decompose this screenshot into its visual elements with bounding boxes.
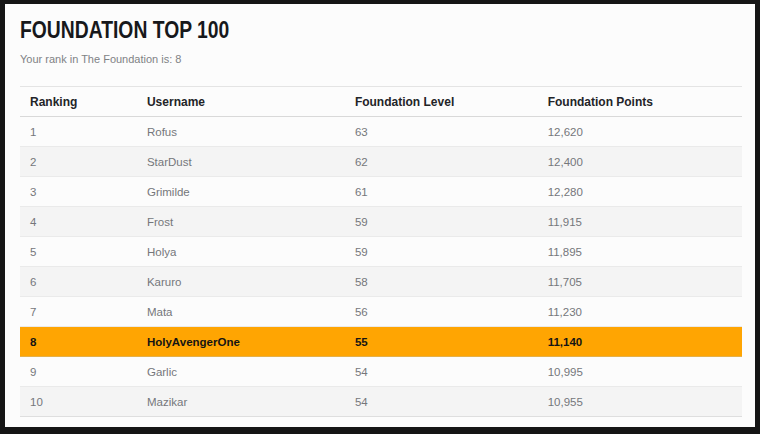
cell-ranking: 5 — [20, 237, 137, 267]
table-header: Ranking Username Foundation Level Founda… — [20, 87, 742, 117]
cell-foundation-level: 58 — [345, 267, 538, 297]
cell-foundation-points: 12,620 — [538, 117, 742, 147]
table-row: 4 Frost 59 11,915 — [20, 207, 742, 237]
cell-username: Grimilde — [137, 177, 345, 207]
cell-username: Mazikar — [137, 387, 345, 417]
cell-ranking: 8 — [20, 327, 137, 357]
cell-username: Frost — [137, 207, 345, 237]
cell-foundation-points: 12,280 — [538, 177, 742, 207]
cell-foundation-points: 11,705 — [538, 267, 742, 297]
cell-username: HolyAvengerOne — [137, 327, 345, 357]
table-row: 3 Grimilde 61 12,280 — [20, 177, 742, 207]
cell-foundation-level: 56 — [345, 297, 538, 327]
table-row-highlighted: 8 HolyAvengerOne 55 11,140 — [20, 327, 742, 357]
table-row: 6 Karuro 58 11,705 — [20, 267, 742, 297]
cell-ranking: 6 — [20, 267, 137, 297]
cell-username: Rofus — [137, 117, 345, 147]
cell-username: StarDust — [137, 147, 345, 177]
cell-ranking: 1 — [20, 117, 137, 147]
cell-foundation-level: 55 — [345, 327, 538, 357]
cell-ranking: 7 — [20, 297, 137, 327]
cell-username: Holya — [137, 237, 345, 267]
cell-ranking: 3 — [20, 177, 137, 207]
page-title: FOUNDATION TOP 100 — [20, 17, 229, 44]
cell-username: Mata — [137, 297, 345, 327]
cell-foundation-points: 11,915 — [538, 207, 742, 237]
leaderboard-panel: FOUNDATION TOP 100 Your rank in The Foun… — [0, 0, 760, 434]
cell-foundation-level: 63 — [345, 117, 538, 147]
cell-foundation-points: 11,140 — [538, 327, 742, 357]
cell-foundation-level: 54 — [345, 387, 538, 417]
your-rank-note: Your rank in The Foundation is: 8 — [20, 53, 742, 65]
column-header-foundation-points: Foundation Points — [538, 87, 742, 117]
table-row: 9 Garlic 54 10,995 — [20, 357, 742, 387]
table-body: 1 Rofus 63 12,620 2 StarDust 62 12,400 3… — [20, 117, 742, 417]
cell-foundation-level: 62 — [345, 147, 538, 177]
table-row: 1 Rofus 63 12,620 — [20, 117, 742, 147]
cell-foundation-points: 10,995 — [538, 357, 742, 387]
cell-ranking: 2 — [20, 147, 137, 177]
cell-foundation-points: 10,955 — [538, 387, 742, 417]
table-row: 2 StarDust 62 12,400 — [20, 147, 742, 177]
cell-foundation-points: 11,895 — [538, 237, 742, 267]
cell-foundation-level: 54 — [345, 357, 538, 387]
cell-foundation-points: 11,230 — [538, 297, 742, 327]
cell-foundation-level: 59 — [345, 207, 538, 237]
table-row: 10 Mazikar 54 10,955 — [20, 387, 742, 417]
cell-foundation-points: 12,400 — [538, 147, 742, 177]
table-row: 7 Mata 56 11,230 — [20, 297, 742, 327]
cell-ranking: 4 — [20, 207, 137, 237]
leaderboard-table: Ranking Username Foundation Level Founda… — [20, 86, 742, 417]
cell-foundation-level: 61 — [345, 177, 538, 207]
table-row: 5 Holya 59 11,895 — [20, 237, 742, 267]
cell-ranking: 10 — [20, 387, 137, 417]
cell-ranking: 9 — [20, 357, 137, 387]
cell-username: Karuro — [137, 267, 345, 297]
column-header-foundation-level: Foundation Level — [345, 87, 538, 117]
cell-username: Garlic — [137, 357, 345, 387]
column-header-ranking: Ranking — [20, 87, 137, 117]
cell-foundation-level: 59 — [345, 237, 538, 267]
table-header-row: Ranking Username Foundation Level Founda… — [20, 87, 742, 117]
column-header-username: Username — [137, 87, 345, 117]
